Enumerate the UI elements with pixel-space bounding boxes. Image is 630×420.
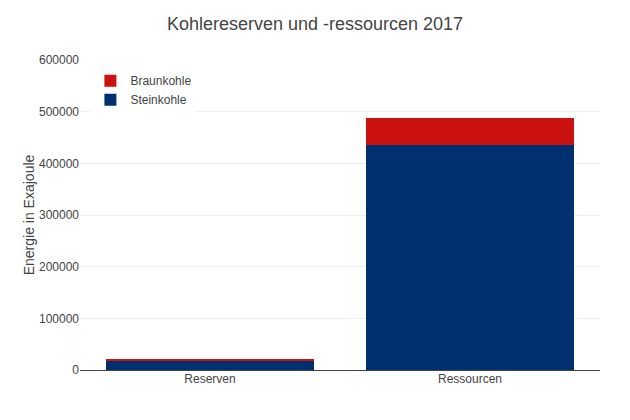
svg-text:0: 0 [72, 363, 79, 377]
svg-text:Reserven: Reserven [184, 372, 235, 386]
svg-text:200000: 200000 [39, 260, 79, 274]
svg-text:Ressourcen: Ressourcen [438, 372, 502, 386]
svg-text:600000: 600000 [39, 53, 79, 67]
svg-text:300000: 300000 [39, 208, 79, 222]
svg-text:Energie in Exajoule: Energie in Exajoule [21, 154, 37, 275]
svg-text:100000: 100000 [39, 312, 79, 326]
svg-text:500000: 500000 [39, 105, 79, 119]
svg-text:Kohlereserven und -ressourcen: Kohlereserven und -ressourcen 2017 [167, 14, 463, 34]
svg-text:Braunkohle: Braunkohle [130, 74, 191, 88]
svg-text:400000: 400000 [39, 157, 79, 171]
svg-text:Steinkohle: Steinkohle [130, 93, 186, 107]
